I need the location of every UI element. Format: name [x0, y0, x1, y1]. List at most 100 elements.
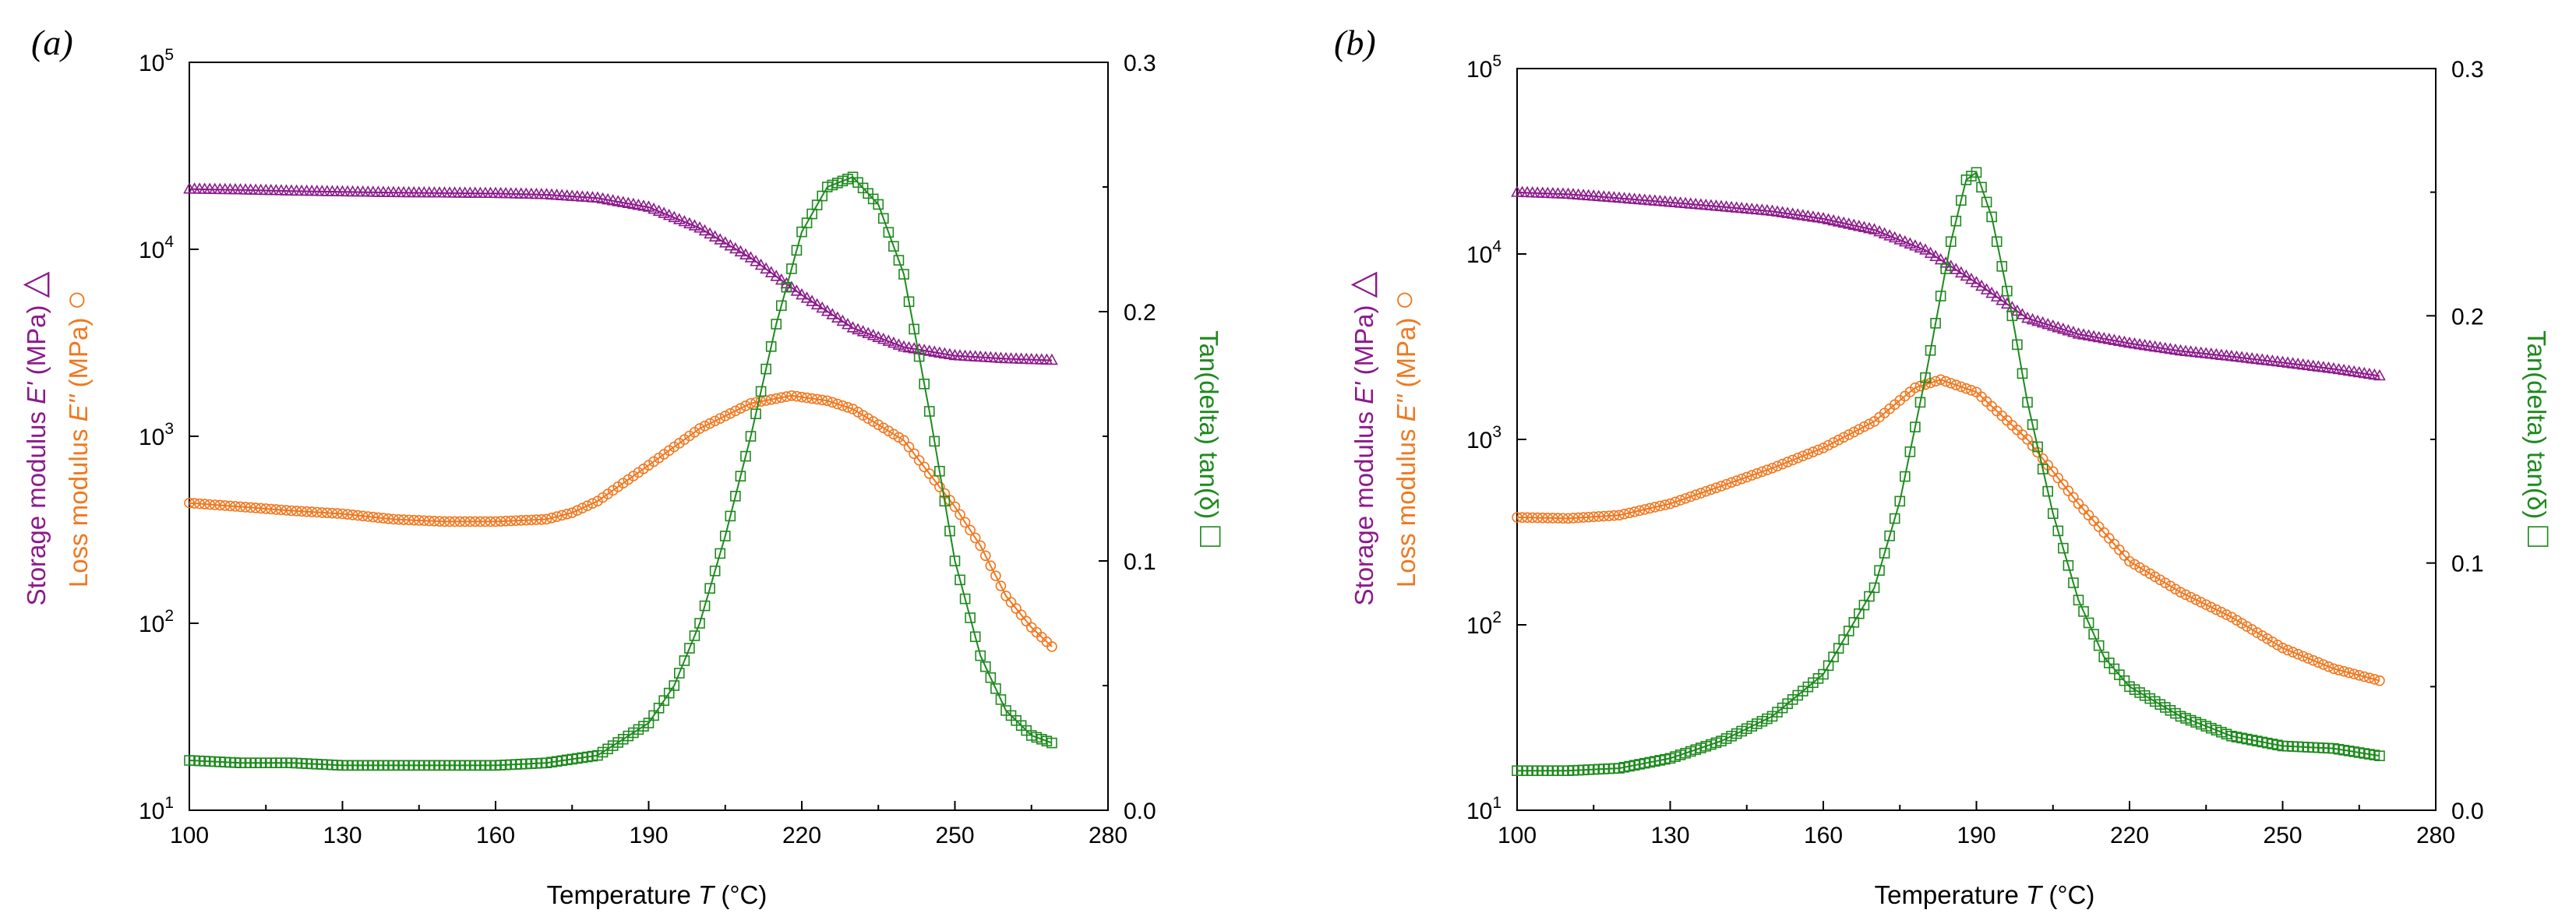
- panel-a-loss-modulus-marker: [694, 423, 705, 434]
- panel-b-storage-modulus-marker: [2052, 320, 2065, 333]
- panel-b-loss-modulus-marker: [2369, 674, 2380, 685]
- panel-a-tan-delta-marker: [765, 340, 777, 352]
- panel-a-loss-modulus-marker: [235, 501, 246, 513]
- panel-a-storage-modulus-marker: [734, 245, 747, 257]
- panel-a-loss-modulus-marker: [837, 400, 849, 411]
- panel-a-loss-modulus-marker: [1021, 615, 1032, 627]
- panel-a-loss-modulus-marker: [740, 400, 751, 411]
- panel-a-loss-modulus-marker: [873, 419, 884, 430]
- panel-a-loss-modulus-marker: [347, 510, 358, 520]
- panel-a-loss-modulus-marker: [214, 499, 226, 511]
- panel-a-loss-modulus-marker: [526, 514, 537, 526]
- panel-a-loss-modulus-marker: [357, 510, 369, 522]
- panel-b-loss-modulus-marker: [1639, 504, 1650, 515]
- panel-a-loss-modulus-marker: [867, 416, 879, 427]
- panel-b-loss-modulus-marker: [2297, 651, 2309, 662]
- panel-b-loss-modulus-marker: [1858, 421, 1870, 432]
- panel-a-storage-modulus-marker: [678, 214, 691, 227]
- panel-b-storage-modulus-marker: [1950, 263, 1963, 274]
- panel-a-tan-delta-marker: [919, 378, 930, 390]
- panel-b-loss-modulus-marker: [1660, 499, 1671, 510]
- panel-a-loss-modulus-marker: [408, 514, 420, 526]
- panel-b-loss-modulus-series: [1512, 374, 2385, 686]
- panel-a-storage-modulus-marker: [642, 200, 655, 212]
- panel-b-loss-modulus-marker: [1726, 477, 1737, 488]
- panel-a-loss-modulus-marker: [500, 516, 511, 527]
- panel-b-loss-modulus-marker: [1706, 484, 1717, 496]
- panel-b-tan-delta-marker: [1925, 344, 1936, 356]
- panel-b-loss-modulus-marker: [2262, 633, 2273, 644]
- panel-b-loss-modulus-marker: [1945, 378, 1957, 389]
- panel-b-tan-delta-marker: [2093, 640, 2105, 651]
- panel-a-tan-delta-marker: [771, 319, 782, 330]
- panel-a-storage-modulus-marker: [652, 204, 665, 217]
- panel-a-storage-modulus-marker: [872, 330, 885, 342]
- panel-a-tan-delta-marker: [923, 406, 935, 417]
- panel-a-tan-delta-marker: [975, 650, 986, 661]
- panel-a-loss-modulus-marker: [842, 402, 853, 413]
- panel-a-storage-modulus-line: [189, 188, 1053, 361]
- panel-b-tan-delta-label: Tan(delta) tan(δ) □: [2520, 330, 2558, 547]
- panel-a-storage-modulus-marker: [790, 284, 803, 296]
- panel-b-loss-modulus-marker: [1787, 454, 1798, 466]
- panel-b-loss-modulus-marker: [1562, 513, 1574, 524]
- panel-a-loss-modulus-marker: [801, 392, 813, 404]
- panel-b-storage-modulus-marker: [1904, 237, 1917, 249]
- panel-a-plot-layer: 100 130 160 190 220 250 280 101 102 103 104 105 0.0 0…: [139, 46, 1156, 848]
- panel-a-loss-modulus-marker: [577, 503, 588, 513]
- panel-b-loss-modulus-marker: [1741, 471, 1752, 483]
- panel-b-storage-modulus-marker: [1975, 279, 1988, 291]
- panel-b-loss-modulus-marker: [1843, 429, 1854, 440]
- panel-b-loss-modulus-marker: [2231, 615, 2243, 626]
- panel-b-x-tick-label: 220: [2110, 823, 2149, 848]
- panel-b-storage-modulus-marker: [1898, 235, 1911, 247]
- panel-b-tan-delta-series: [1512, 167, 2385, 777]
- panel-b-tan-delta-marker: [1930, 318, 1941, 329]
- panel-a-storage-modulus-marker: [662, 208, 676, 220]
- panel-a-loss-modulus-marker: [566, 507, 578, 518]
- panel-b-tan-delta-marker: [1894, 496, 1906, 507]
- panel-b-tan-delta-marker: [2088, 629, 2099, 640]
- panel-b-loss-modulus-marker: [2333, 665, 2345, 675]
- panel-a-loss-modulus-marker: [541, 513, 552, 525]
- panel-b-x-tick-label: 250: [2263, 823, 2302, 848]
- panel-b-loss-modulus-marker: [2144, 568, 2155, 580]
- panel-b-y-right-tick-label: 0.1: [2451, 552, 2484, 577]
- panel-a-loss-modulus-marker: [1011, 603, 1022, 614]
- panel-b-tan-delta-marker: [2078, 606, 2089, 617]
- panel-a-tan-delta-marker: [715, 548, 726, 559]
- panel-b-loss-modulus-marker: [2348, 668, 2359, 679]
- panel-a-tan-delta-marker: [939, 496, 951, 507]
- panel-b-tan-delta-marker: [1986, 211, 1997, 223]
- panel-b-plot-layer: 100 130 160 190 220 250 280 101 102 103 104 105 0.0 0…: [1466, 52, 2484, 848]
- panel-a-tan-delta-marker: [760, 363, 771, 375]
- panel-b-tan-delta-marker: [1910, 421, 1921, 432]
- panel-b-loss-modulus-marker: [2353, 670, 2365, 681]
- panel-a-tan-delta-marker: [873, 199, 884, 210]
- panel-b-loss-modulus-marker: [1802, 448, 1814, 460]
- panel-a-storage-modulus-marker: [714, 233, 727, 245]
- panel-a-loss-modulus-marker: [383, 513, 394, 524]
- panel-b-loss-modulus-marker: [2206, 601, 2217, 613]
- panel-b-tan-delta-marker: [1889, 513, 1900, 524]
- panel-b-tan-delta-marker: [1868, 582, 1880, 594]
- panel-a-tan-delta-marker: [929, 436, 940, 447]
- panel-b-loss-modulus-marker: [2165, 580, 2176, 591]
- panel-a-loss-modulus-marker: [204, 499, 216, 510]
- panel-b-storage-modulus-marker: [1955, 266, 1967, 278]
- panel-b-loss-modulus-marker: [2221, 609, 2232, 620]
- panel-b-loss-modulus-marker: [1966, 385, 1977, 396]
- panel-a-storage-modulus-marker: [648, 202, 660, 214]
- panel-a-storage-modulus-marker: [739, 248, 752, 259]
- panel-a-loss-modulus-marker: [888, 428, 899, 440]
- panel-a-loss-modulus-marker: [587, 498, 598, 510]
- panel-a-loss-modulus-marker: [520, 514, 532, 526]
- panel-b-tan-delta-marker: [1971, 167, 1982, 178]
- panel-a-tan-delta-marker: [755, 386, 767, 397]
- panel-b-loss-modulus-marker: [2124, 555, 2135, 567]
- panel-b-loss-modulus-marker: [1644, 503, 1656, 514]
- panel-a-y-left-tick-label: 101: [139, 794, 174, 824]
- panel-a-storage-modulus-marker: [862, 326, 874, 339]
- panel-a-loss-modulus-marker: [326, 507, 338, 519]
- panel-b-loss-modulus-marker: [1746, 470, 1758, 481]
